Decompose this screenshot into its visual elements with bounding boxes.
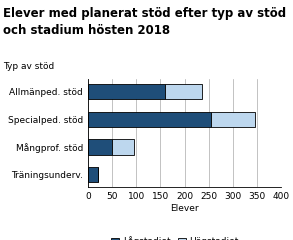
Text: och stadium hösten 2018: och stadium hösten 2018: [3, 24, 170, 37]
X-axis label: Elever: Elever: [170, 204, 199, 213]
Bar: [88, 139, 112, 155]
Legend: Lågstadiet, Högstadiet: Lågstadiet, Högstadiet: [108, 233, 242, 240]
Bar: [211, 112, 255, 127]
Bar: [112, 139, 134, 155]
Bar: [88, 167, 98, 182]
Bar: [88, 112, 211, 127]
Text: Elever med planerat stöd efter typ av stöd: Elever med planerat stöd efter typ av st…: [3, 7, 286, 20]
Text: Typ av stöd: Typ av stöd: [3, 62, 54, 72]
Bar: [165, 84, 202, 99]
Bar: [88, 84, 165, 99]
